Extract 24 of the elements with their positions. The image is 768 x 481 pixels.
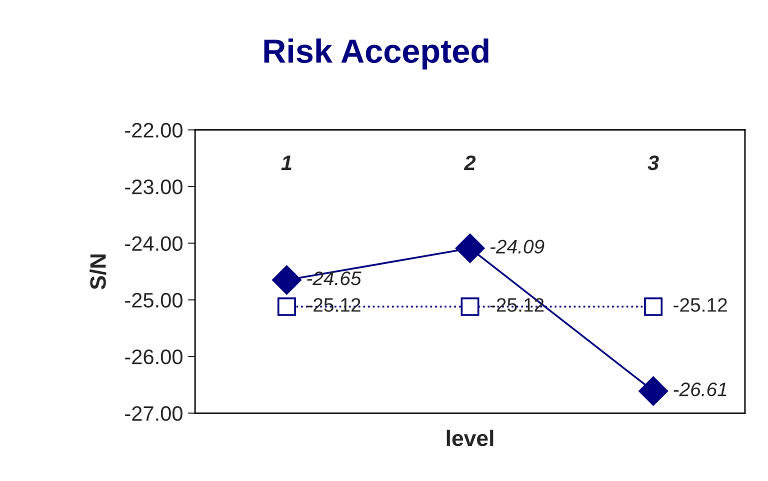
data-label: -25.12 (490, 298, 544, 312)
point (277, 297, 296, 316)
point (455, 234, 485, 263)
y-tick-label: -22.00 (125, 122, 182, 138)
y-tick-label: -25.00 (125, 292, 182, 308)
y-tick-label: -26.00 (125, 350, 182, 364)
point (638, 376, 668, 406)
data-label: -24.09 (490, 240, 544, 254)
point (644, 297, 663, 316)
point (460, 297, 480, 316)
chart-title: Risk Accepted (264, 38, 488, 70)
data-label: -25.12 (307, 298, 360, 312)
data-label: -26.61 (674, 382, 726, 396)
x-tick-label: 2 (464, 155, 476, 170)
point (272, 265, 302, 295)
x-tick-label: 3 (648, 155, 659, 170)
y-axis-title: S/N (90, 254, 106, 290)
y-tick-label: -23.00 (125, 180, 182, 194)
x-tick-label: 1 (281, 156, 292, 170)
data-label: -24.65 (307, 271, 362, 286)
y-tick-label: -24.00 (125, 236, 182, 251)
y-tick-label: -27.00 (125, 406, 182, 421)
x-axis-title: level (446, 430, 494, 446)
data-label: -25.12 (674, 298, 727, 312)
